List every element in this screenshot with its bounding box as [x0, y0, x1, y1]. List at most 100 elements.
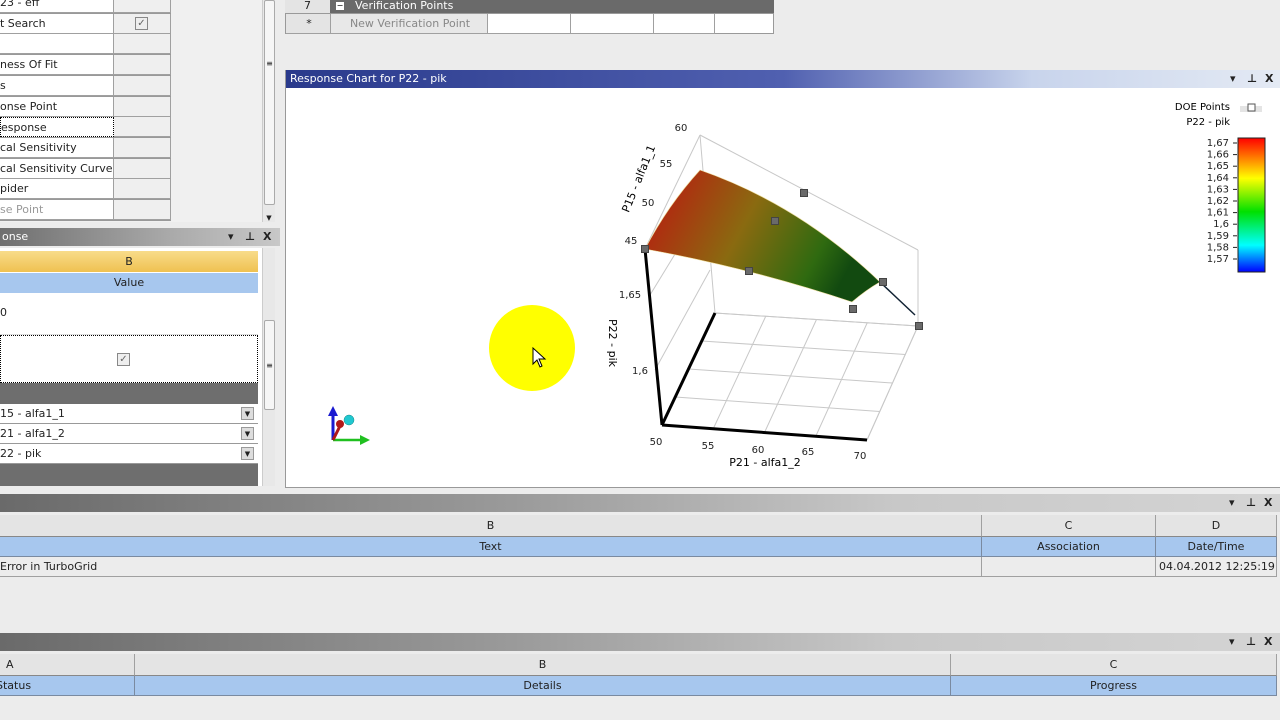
panel-dropdown-icon[interactable]: ▾ [1229, 496, 1235, 509]
pin-icon[interactable]: ⊥ [1246, 496, 1257, 509]
message-text[interactable]: Error in TurboGrid [0, 557, 982, 577]
column-letter-b: B [0, 251, 258, 272]
surface-edge [879, 281, 916, 316]
chevron-down-icon[interactable]: ▼ [241, 407, 254, 420]
outline-row-label: esponse [0, 117, 114, 138]
panel-dropdown-icon[interactable]: ▾ [1230, 72, 1236, 85]
close-icon[interactable]: X [263, 230, 272, 243]
cursor-highlight [489, 305, 575, 391]
outline-row[interactable]: ness Of Fit [0, 55, 171, 77]
outline-row[interactable]: pider [0, 179, 171, 201]
outline-row-label: t Search [0, 13, 114, 34]
parameter-dropdown[interactable]: 15 - alfa1_1 ▼ [0, 404, 258, 424]
column-header-progress[interactable]: Progress [951, 676, 1277, 696]
close-icon[interactable]: X [1265, 72, 1274, 85]
column-letter: B [135, 654, 951, 676]
pin-icon[interactable]: ⊥ [1246, 635, 1257, 648]
dropdown-value: 21 - alfa1_2 [0, 427, 65, 440]
grid-line [701, 340, 906, 355]
message-association[interactable] [982, 557, 1156, 577]
outline-row-label: cal Sensitivity Curves [0, 158, 114, 179]
outline-row[interactable]: esponse [0, 117, 171, 139]
dropdown-value: 22 - pik [0, 447, 42, 460]
colorbar-tick-label: 1,63 [1207, 184, 1229, 195]
colorbar-tick-label: 1,65 [1207, 161, 1229, 172]
doe-point [800, 189, 808, 197]
checkbox[interactable]: ✓ [135, 16, 148, 30]
column-letter: C [982, 515, 1156, 537]
table-cell[interactable] [571, 14, 654, 34]
outline-row-label: onse Point [0, 96, 114, 117]
outline-row-value [114, 96, 171, 117]
checkbox[interactable]: ✓ [117, 353, 130, 366]
properties-scrollbar[interactable]: ≡ [262, 248, 275, 486]
outline-row-value [114, 34, 171, 55]
outline-row-value [114, 0, 171, 13]
response-surface [644, 169, 881, 303]
column-header-datetime[interactable]: Date/Time [1156, 537, 1277, 557]
response-chart-panel: Response Chart for P22 - pik ▾ ⊥ X [285, 70, 1280, 488]
x-tick-label: 65 [802, 447, 815, 458]
panel-dropdown-icon[interactable]: ▾ [1229, 635, 1235, 648]
outline-row[interactable]: se Point [0, 200, 171, 221]
outline-row[interactable]: s [0, 75, 171, 97]
doe-point [771, 217, 779, 225]
y-tick-label: 55 [660, 159, 673, 170]
pin-icon[interactable]: ⊥ [245, 230, 256, 243]
doe-point [641, 245, 649, 253]
outline-scrollbar[interactable]: ≡ ▼ [262, 0, 275, 222]
row-number: 7 [285, 0, 330, 13]
z-tick-label: 1,65 [619, 290, 641, 301]
column-header-details[interactable]: Details [135, 676, 951, 696]
outline-row-value [114, 117, 171, 138]
outline-row[interactable]: cal Sensitivity [0, 137, 171, 159]
outline-row-value [114, 75, 171, 96]
table-cell[interactable] [654, 14, 715, 34]
outline-row-label: se Point [0, 200, 114, 220]
group-row [0, 464, 258, 486]
panel-dropdown-icon[interactable]: ▾ [228, 230, 234, 243]
outline-row[interactable]: t Search ✓ [0, 13, 171, 35]
chevron-down-icon[interactable]: ▼ [241, 427, 254, 440]
x-axis-label: P21 - alfa1_2 [729, 456, 801, 469]
message-datetime[interactable]: 04.04.2012 12:25:19 [1156, 557, 1277, 577]
parameter-dropdown[interactable]: 21 - alfa1_2 ▼ [0, 424, 258, 444]
axis-triad-icon [328, 406, 370, 445]
colorbar-tick-label: 1,61 [1207, 208, 1229, 219]
legend-series-label: P22 - pik [1186, 117, 1230, 128]
colorbar-tick-label: 1,64 [1207, 173, 1229, 184]
outline-row[interactable]: cal Sensitivity Curves [0, 158, 171, 180]
section-label: Verification Points [355, 0, 454, 12]
progress-header: ▾ ⊥ X [0, 633, 1280, 651]
outline-row-label: pider [0, 179, 114, 200]
outline-row-value: ✓ [114, 13, 171, 34]
properties-table: B Value 0 ✓ 15 - alfa1_1 ▼ 21 - alfa1_2 ▼ 22… [0, 248, 275, 486]
group-row [0, 383, 258, 404]
column-letter: C [951, 654, 1277, 676]
close-icon[interactable]: X [1264, 635, 1273, 648]
chevron-down-icon[interactable]: ▼ [241, 447, 254, 460]
x-tick-label: 70 [854, 451, 867, 462]
collapse-icon[interactable]: − [336, 1, 344, 10]
value-cell[interactable]: 0 [0, 293, 258, 335]
new-verification-point[interactable]: New Verification Point [331, 14, 488, 34]
column-header-status[interactable]: Status [0, 676, 135, 696]
outline-row[interactable] [0, 34, 171, 56]
grid-line [675, 396, 880, 412]
legend-doe-label: DOE Points [1175, 102, 1230, 113]
close-icon[interactable]: X [1264, 496, 1273, 509]
column-header-association[interactable]: Association [982, 537, 1156, 557]
doe-point [915, 322, 923, 330]
y-tick-label: 45 [625, 236, 638, 247]
doe-point [849, 305, 857, 313]
outline-row-label: ness Of Fit [0, 55, 114, 76]
column-header-text[interactable]: Text [0, 537, 982, 557]
outline-row[interactable]: onse Point [0, 96, 171, 118]
pin-icon[interactable]: ⊥ [1247, 72, 1258, 85]
outline-row[interactable]: 23 - eff [0, 0, 171, 14]
parameter-dropdown[interactable]: 22 - pik ▼ [0, 444, 258, 464]
outline-row-value [114, 179, 171, 200]
table-cell[interactable] [488, 14, 571, 34]
grid-line [866, 325, 919, 441]
